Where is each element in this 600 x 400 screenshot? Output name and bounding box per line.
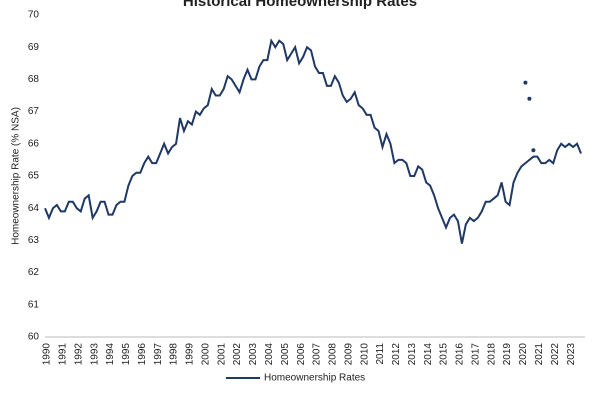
x-tick-label: 1994 — [105, 343, 116, 366]
x-tick-label: 2020 — [518, 343, 529, 366]
y-tick-label: 63 — [28, 235, 40, 246]
x-tick-label: 2017 — [470, 343, 481, 366]
x-tick-label: 2000 — [200, 343, 211, 366]
x-tick-label: 2005 — [280, 343, 291, 366]
x-tick-label: 2001 — [216, 343, 227, 366]
y-tick-label: 64 — [28, 203, 40, 214]
x-tick-label: 1990 — [42, 343, 53, 366]
x-tick-label: 1993 — [89, 343, 100, 366]
x-tick-label: 2012 — [391, 343, 402, 366]
x-tick-label: 2002 — [232, 343, 243, 366]
y-axis-label: Homeownership Rate (% NSA) — [11, 107, 22, 245]
x-tick-label: 2011 — [375, 343, 386, 365]
x-tick-label: 1999 — [185, 343, 196, 366]
marker — [531, 148, 536, 153]
y-tick-label: 69 — [28, 42, 40, 53]
x-tick-label: 2013 — [407, 343, 418, 366]
x-tick-label: 2015 — [439, 343, 450, 366]
x-tick-label: 2023 — [566, 343, 577, 366]
x-tick-label: 2008 — [328, 343, 339, 366]
x-tick-label: 2009 — [343, 343, 354, 366]
x-tick-label: 2010 — [359, 343, 370, 366]
x-tick-label: 1995 — [121, 343, 132, 366]
y-tick-label: 61 — [28, 299, 40, 310]
x-tick-label: 2018 — [486, 343, 497, 366]
x-tick-label: 2006 — [296, 343, 307, 366]
marker — [527, 96, 532, 101]
y-tick-label: 67 — [28, 106, 40, 117]
x-tick-label: 2016 — [455, 343, 466, 366]
x-tick-label: 2019 — [502, 343, 513, 366]
x-tick-label: 2021 — [534, 343, 545, 366]
x-tick-label: 2014 — [423, 343, 434, 366]
x-tick-label: 1992 — [73, 343, 84, 366]
legend-label: Homeownership Rates — [264, 373, 365, 384]
x-tick-label: 2004 — [264, 343, 275, 366]
y-tick-label: 66 — [28, 138, 40, 149]
x-tick-label: 2007 — [312, 343, 323, 366]
y-tick-label: 68 — [28, 74, 40, 85]
x-tick-label: 1996 — [137, 343, 148, 366]
data-line — [44, 38, 582, 244]
chart-title: Historical Homeownership Rates — [183, 0, 417, 10]
x-tick-label: 1998 — [169, 343, 180, 366]
y-tick-label: 62 — [28, 267, 40, 278]
y-tick-label: 60 — [28, 332, 40, 343]
x-tick-label: 1997 — [153, 343, 164, 366]
x-tick-label: 2003 — [248, 343, 259, 366]
x-tick-label: 1991 — [58, 343, 69, 366]
y-tick-label: 70 — [28, 10, 40, 21]
x-tick-label: 2022 — [550, 343, 561, 366]
marker — [523, 80, 528, 85]
y-tick-label: 65 — [28, 171, 40, 182]
